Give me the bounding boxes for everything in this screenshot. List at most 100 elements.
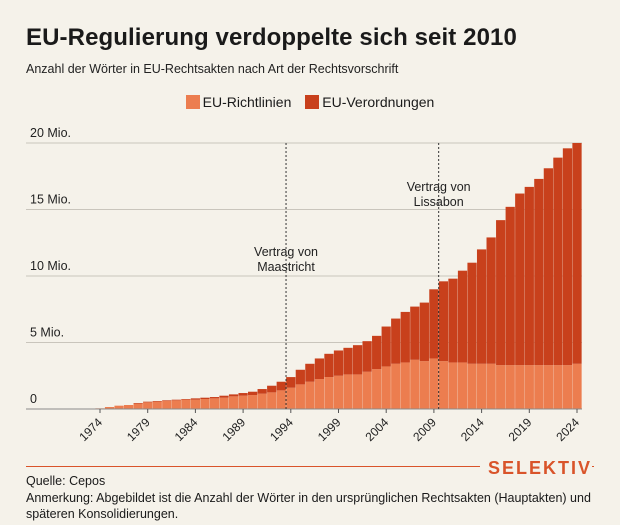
bar-richtlinien — [448, 362, 458, 409]
bar-verordnungen — [305, 363, 315, 382]
bar-verordnungen — [352, 345, 363, 375]
x-tick-label: 1979 — [124, 415, 153, 444]
x-tick-label: 1984 — [172, 415, 201, 444]
bar-richtlinien — [200, 399, 210, 409]
bar-richtlinien — [248, 395, 258, 409]
bar-richtlinien — [524, 365, 534, 409]
bar-richtlinien — [457, 362, 468, 409]
bar-verordnungen — [505, 206, 515, 366]
x-tick-label: 1994 — [267, 415, 296, 444]
bar-richtlinien — [314, 379, 325, 409]
bar-richtlinien — [572, 363, 582, 409]
bar-verordnungen — [200, 397, 210, 400]
bar-richtlinien — [333, 375, 344, 409]
bar-richtlinien — [276, 390, 286, 409]
bar-verordnungen — [343, 347, 353, 375]
bar-verordnungen — [486, 237, 496, 364]
annotation-label: Vertrag von — [407, 180, 471, 194]
legend-label-verordnungen: EU-Verordnungen — [322, 94, 435, 110]
bar-verordnungen — [429, 289, 439, 359]
bar-richtlinien — [362, 371, 372, 409]
bar-verordnungen — [572, 143, 582, 364]
annotation-label: Vertrag von — [254, 245, 318, 259]
bar-richtlinien — [352, 374, 363, 409]
bar-verordnungen — [381, 326, 391, 367]
bar-verordnungen — [400, 311, 410, 363]
bar-verordnungen — [515, 193, 525, 366]
bar-richtlinien — [133, 403, 143, 409]
x-tick-label: 2004 — [363, 415, 392, 444]
bar-verordnungen — [448, 278, 458, 363]
x-tick-label: 1974 — [76, 415, 105, 444]
bar-richtlinien — [257, 393, 267, 409]
bar-richtlinien — [543, 365, 554, 409]
bar-richtlinien — [343, 374, 353, 409]
bar-richtlinien — [171, 400, 181, 409]
chart-plot: 05 Mio.10 Mio.15 Mio.20 Mio.Vertrag vonM… — [26, 126, 582, 444]
bar-verordnungen — [543, 168, 554, 366]
bar-richtlinien — [286, 387, 296, 409]
y-tick-label: 5 Mio. — [30, 326, 64, 340]
bar-verordnungen — [248, 391, 258, 396]
bar-richtlinien — [381, 366, 391, 409]
bar-verordnungen — [209, 397, 220, 399]
brand-logo: SELEKTIV — [479, 458, 592, 479]
bar-richtlinien — [123, 405, 134, 409]
bar-richtlinien — [534, 365, 544, 409]
bar-verordnungen — [152, 401, 162, 402]
bar-verordnungen — [219, 395, 229, 398]
y-tick-label: 0 — [30, 392, 37, 406]
bar-richtlinien — [152, 401, 162, 409]
bar-richtlinien — [181, 399, 191, 409]
bar-richtlinien — [190, 399, 201, 409]
bar-verordnungen — [324, 353, 334, 378]
bar-richtlinien — [219, 397, 229, 409]
bar-verordnungen — [457, 270, 468, 363]
legend-label-richtlinien: EU-Richtlinien — [202, 94, 292, 110]
y-tick-label: 15 Mio. — [30, 193, 71, 207]
bar-verordnungen — [181, 399, 191, 400]
bar-richtlinien — [228, 396, 239, 409]
bar-verordnungen — [467, 262, 477, 364]
bar-richtlinien — [295, 384, 305, 409]
bar-verordnungen — [228, 394, 239, 397]
bar-richtlinien — [486, 363, 496, 409]
y-tick-label: 10 Mio. — [30, 259, 71, 273]
footer-divider — [26, 466, 594, 467]
x-tick-label: 1989 — [219, 415, 248, 444]
annotation-label: Lissabon — [414, 195, 464, 209]
bar-richtlinien — [238, 395, 248, 409]
bar-verordnungen — [553, 157, 563, 366]
bar-verordnungen — [524, 186, 534, 366]
legend-swatch-richtlinien — [185, 95, 200, 109]
bar-richtlinien — [438, 361, 449, 409]
legend-swatch-verordnungen — [305, 95, 320, 109]
bar-verordnungen — [171, 399, 181, 401]
bar-verordnungen — [295, 369, 305, 385]
bar-richtlinien — [324, 377, 334, 409]
bar-richtlinien — [496, 365, 506, 409]
bar-richtlinien — [209, 398, 220, 409]
bar-richtlinien — [391, 363, 401, 409]
bar-richtlinien — [553, 365, 563, 409]
bar-verordnungen — [476, 249, 487, 364]
bar-richtlinien — [114, 405, 124, 409]
bar-richtlinien — [419, 361, 429, 409]
bar-richtlinien — [372, 369, 382, 409]
bar-verordnungen — [562, 148, 573, 366]
bar-verordnungen — [410, 306, 420, 360]
bar-richtlinien — [410, 359, 420, 409]
bar-richtlinien — [104, 407, 115, 409]
bar-richtlinien — [143, 402, 153, 409]
chart-title: EU-Regulierung verdoppelte sich seit 201… — [26, 24, 517, 51]
bar-verordnungen — [257, 389, 267, 394]
bar-verordnungen — [333, 350, 344, 376]
chart-subtitle: Anzahl der Wörter in EU-Rechtsakten nach… — [26, 62, 399, 76]
legend-item-verordnungen: EU-Verordnungen — [305, 94, 434, 110]
bar-richtlinien — [267, 392, 277, 409]
bar-richtlinien — [305, 381, 315, 409]
bar-verordnungen — [267, 385, 277, 393]
bar-verordnungen — [419, 302, 429, 362]
x-tick-label: 2019 — [506, 415, 535, 444]
